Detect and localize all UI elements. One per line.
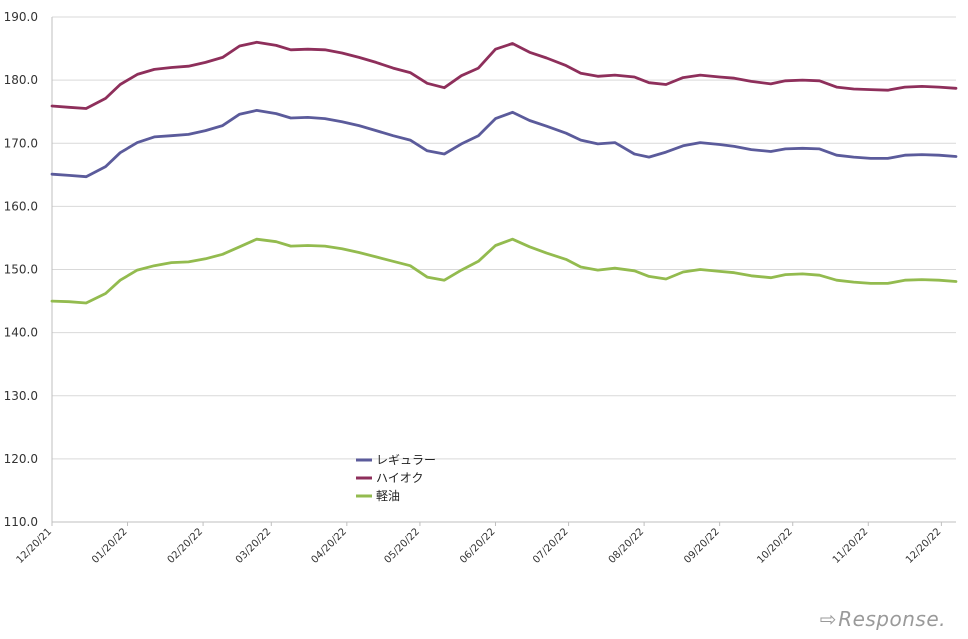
x-tick-label: 06/20/22 [458,526,498,566]
logo-text: Response. [838,607,946,631]
x-axis-ticks: 12/20/21 01/20/22 02/20/22 03/20/22 04/20/22… [15,526,944,566]
y-tick-label: 150.0 [4,263,38,277]
y-tick-label: 160.0 [4,199,38,213]
logo-arrow-icon: ⇨ [819,607,838,631]
x-tick-label: 11/20/22 [831,526,871,566]
x-tick-label: 03/20/22 [234,526,274,566]
y-tick-label: 170.0 [4,136,38,150]
y-tick-label: 120.0 [4,452,38,466]
y-tick-label: 110.0 [4,515,38,529]
axes [51,17,956,526]
series-lines [50,40,958,305]
x-tick-label: 12/20/21 [15,526,55,566]
x-tick-label: 02/20/22 [166,526,206,566]
x-tick-label: 01/20/22 [90,526,130,566]
series-line-2 [50,40,958,110]
legend-label: レギュラー [376,453,436,467]
x-tick-label: 09/20/22 [682,526,722,566]
y-tick-label: 180.0 [4,73,38,87]
y-axis-ticks: 110.0 120.0 130.0 140.0 150.0 160.0 170.0 180.0… [4,10,38,529]
legend-label: ハイオク [376,471,424,485]
x-tick-label: 10/20/22 [755,526,795,566]
series-line-3 [50,237,958,305]
gridlines [52,16,956,460]
series-line-1 [50,109,958,179]
legend-label: 軽油 [376,489,400,503]
x-tick-label: 08/20/22 [607,526,647,566]
response-logo: ⇨ Response. [820,607,946,631]
y-tick-label: 130.0 [4,389,38,403]
y-tick-label: 190.0 [4,10,38,24]
y-tick-label: 140.0 [4,326,38,340]
x-tick-label: 07/20/22 [531,526,571,566]
x-tick-label: 04/20/22 [309,526,349,566]
x-tick-label: 12/20/22 [904,526,944,566]
x-tick-label: 05/20/22 [383,526,423,566]
